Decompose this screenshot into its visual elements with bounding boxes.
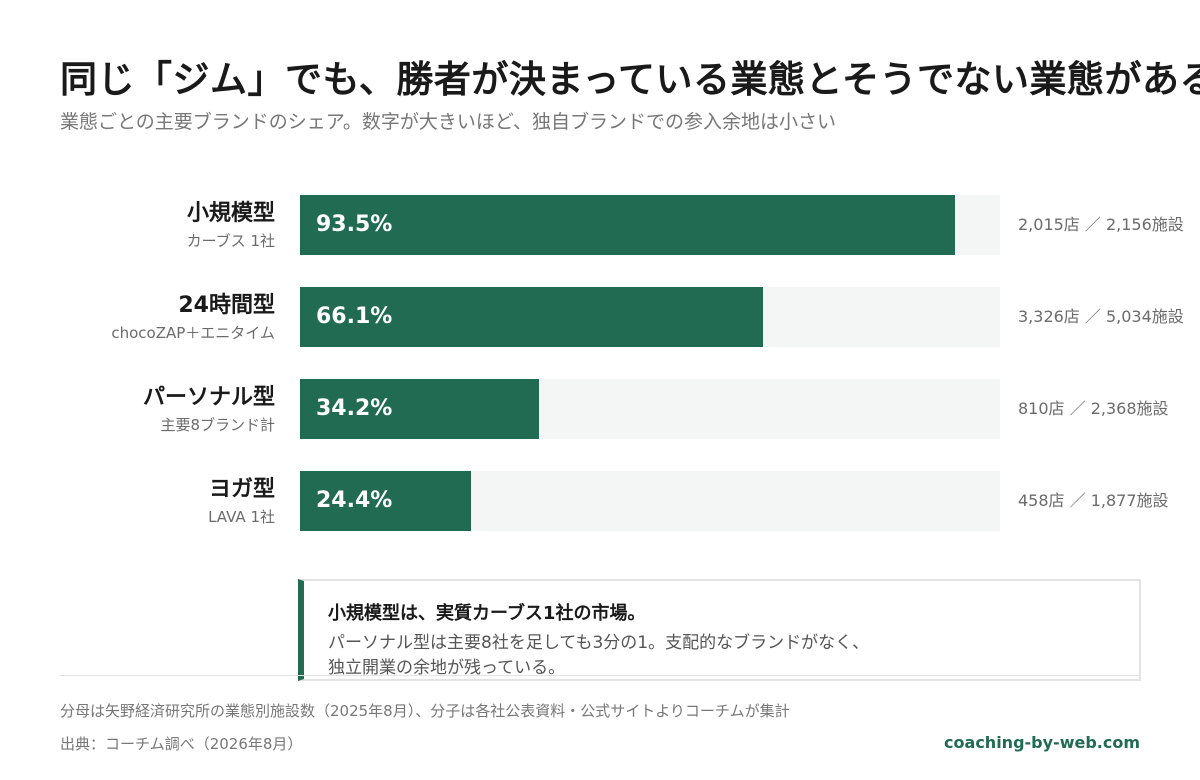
category-name: パーソナル型: [142, 385, 275, 410]
chart-subtitle: 業態ごとの主要ブランドのシェア。数字が大きいほど、独自ブランドでの参入余地は小さ…: [60, 111, 836, 133]
bar-track: 93.5%: [300, 195, 1000, 255]
footer-divider: [60, 675, 1140, 676]
category-name: ヨガ型: [208, 477, 275, 502]
bar-track: 66.1%: [300, 287, 1000, 347]
category-name: 24時間型: [178, 293, 275, 318]
category-label: 24時間型 chocoZAP＋エニタイム: [111, 291, 275, 343]
count-label: 2,015店 ／ 2,156施設: [1018, 215, 1184, 234]
category-subtitle: カーブス 1社: [186, 232, 275, 250]
chart-row: パーソナル型主要8ブランド計 34.2% 810店 ／ 2,368施設: [0, 379, 1200, 439]
chart-title: 同じ「ジム」でも、勝者が決まっている業態とそうでない業態がある: [60, 58, 1200, 101]
category-label: 小規模型カーブス 1社: [187, 199, 275, 251]
bar-value-label: 93.5%: [316, 212, 393, 237]
footnote: 分母は矢野経済研究所の業態別施設数（2025年8月）、分子は各社公表資料・公式サ…: [60, 702, 790, 720]
bar-track: 24.4%: [300, 471, 1000, 531]
bar-track: 34.2%: [300, 379, 1000, 439]
bar: 66.1%: [300, 287, 763, 347]
category-subtitle: 主要8ブランド計: [160, 416, 275, 434]
category-subtitle: chocoZAP＋エニタイム: [111, 324, 275, 342]
note-body-line: パーソナル型は主要8社を足しても3分の1。支配的なブランドがなく、: [328, 633, 870, 653]
bar-value-label: 24.4%: [316, 488, 393, 513]
site-url[interactable]: coaching-by-web.com: [944, 733, 1140, 752]
insight-note: 小規模型は、実質カーブス1社の市場。 パーソナル型は主要8社を足しても3分の1。…: [298, 579, 1141, 681]
bar: 24.4%: [300, 471, 471, 531]
category-label: ヨガ型 LAVA 1社: [208, 475, 275, 527]
bar-value-label: 66.1%: [316, 304, 393, 329]
category-label: パーソナル型主要8ブランド計: [143, 383, 275, 435]
note-heading: 小規模型は、実質カーブス1社の市場。: [328, 603, 646, 624]
count-label: 3,326店 ／ 5,034施設: [1018, 307, 1184, 326]
chart-row: 24時間型 chocoZAP＋エニタイム 66.1% 3,326店 ／ 5,034施設: [0, 287, 1200, 347]
bar: 93.5%: [300, 195, 955, 255]
count-label: 458店 ／ 1,877施設: [1018, 491, 1169, 510]
chart-row: 小規模型カーブス 1社 93.5% 2,015店 ／ 2,156施設: [0, 195, 1200, 255]
source-credit: 出典：コーチム調べ（2026年8月）: [60, 735, 303, 753]
note-body: パーソナル型は主要8社を足しても3分の1。支配的なブランドがなく、 独立開業の余…: [328, 631, 1115, 679]
category-subtitle: LAVA 1社: [208, 508, 275, 526]
chart-row: ヨガ型 LAVA 1社 24.4% 458店 ／ 1,877施設: [0, 471, 1200, 531]
bar-value-label: 34.2%: [316, 396, 393, 421]
bar: 34.2%: [300, 379, 539, 439]
note-body-line: 独立開業の余地が残っている。: [328, 658, 566, 678]
category-name: 小規模型: [186, 201, 275, 226]
count-label: 810店 ／ 2,368施設: [1018, 399, 1169, 418]
